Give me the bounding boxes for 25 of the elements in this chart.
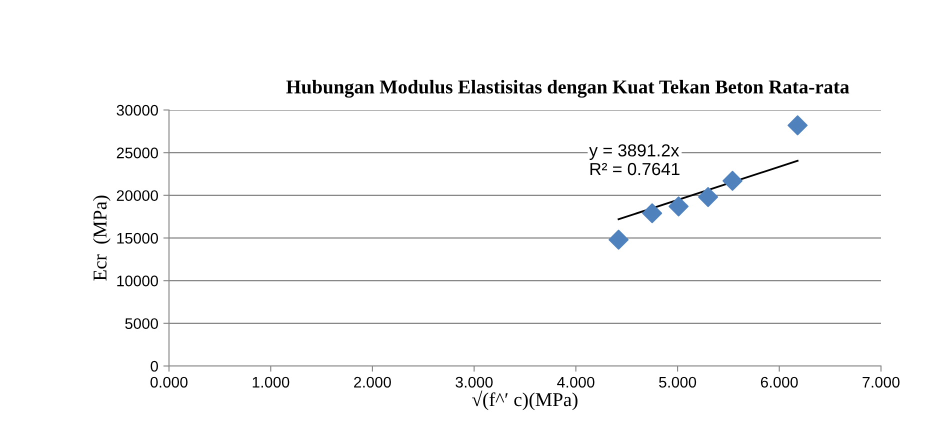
point (668, 196, 689, 216)
y-tick-label: 20000 (116, 190, 158, 202)
x-tick-label: 4.000 (557, 376, 594, 388)
point (642, 203, 662, 224)
x-tick-label: 7.000 (862, 376, 900, 388)
x-tick-label: 2.000 (354, 376, 391, 388)
y-tick-label: 0 (150, 360, 158, 372)
point (608, 230, 629, 250)
y-tick-label: 15000 (117, 232, 158, 244)
y-tick-label: 10000 (117, 276, 158, 286)
y-tick-label: 25000 (116, 148, 158, 158)
y-tick-label: 30000 (116, 104, 158, 116)
chart-title: Hubungan Modulus Elastisitas dengan Kuat Tekan Beton Rata-rata (286, 80, 850, 98)
point (722, 170, 743, 191)
point (788, 115, 808, 136)
x-tick-label: 5.000 (659, 376, 696, 388)
x-tick-label: 0.000 (150, 376, 188, 388)
point (698, 187, 718, 208)
y-tick-label: 5000 (125, 318, 158, 330)
x-axis-title: √(f^′ c)(MPa) (472, 390, 578, 410)
x-tick-label: 6.000 (760, 376, 798, 388)
y-axis-title: Ecr (MPa) (92, 196, 111, 281)
x-tick-label: 1.000 (252, 376, 290, 388)
x-tick-label: 3.000 (456, 376, 493, 388)
annotation: y = 3891.2x R² = 0.7641 (589, 144, 680, 176)
